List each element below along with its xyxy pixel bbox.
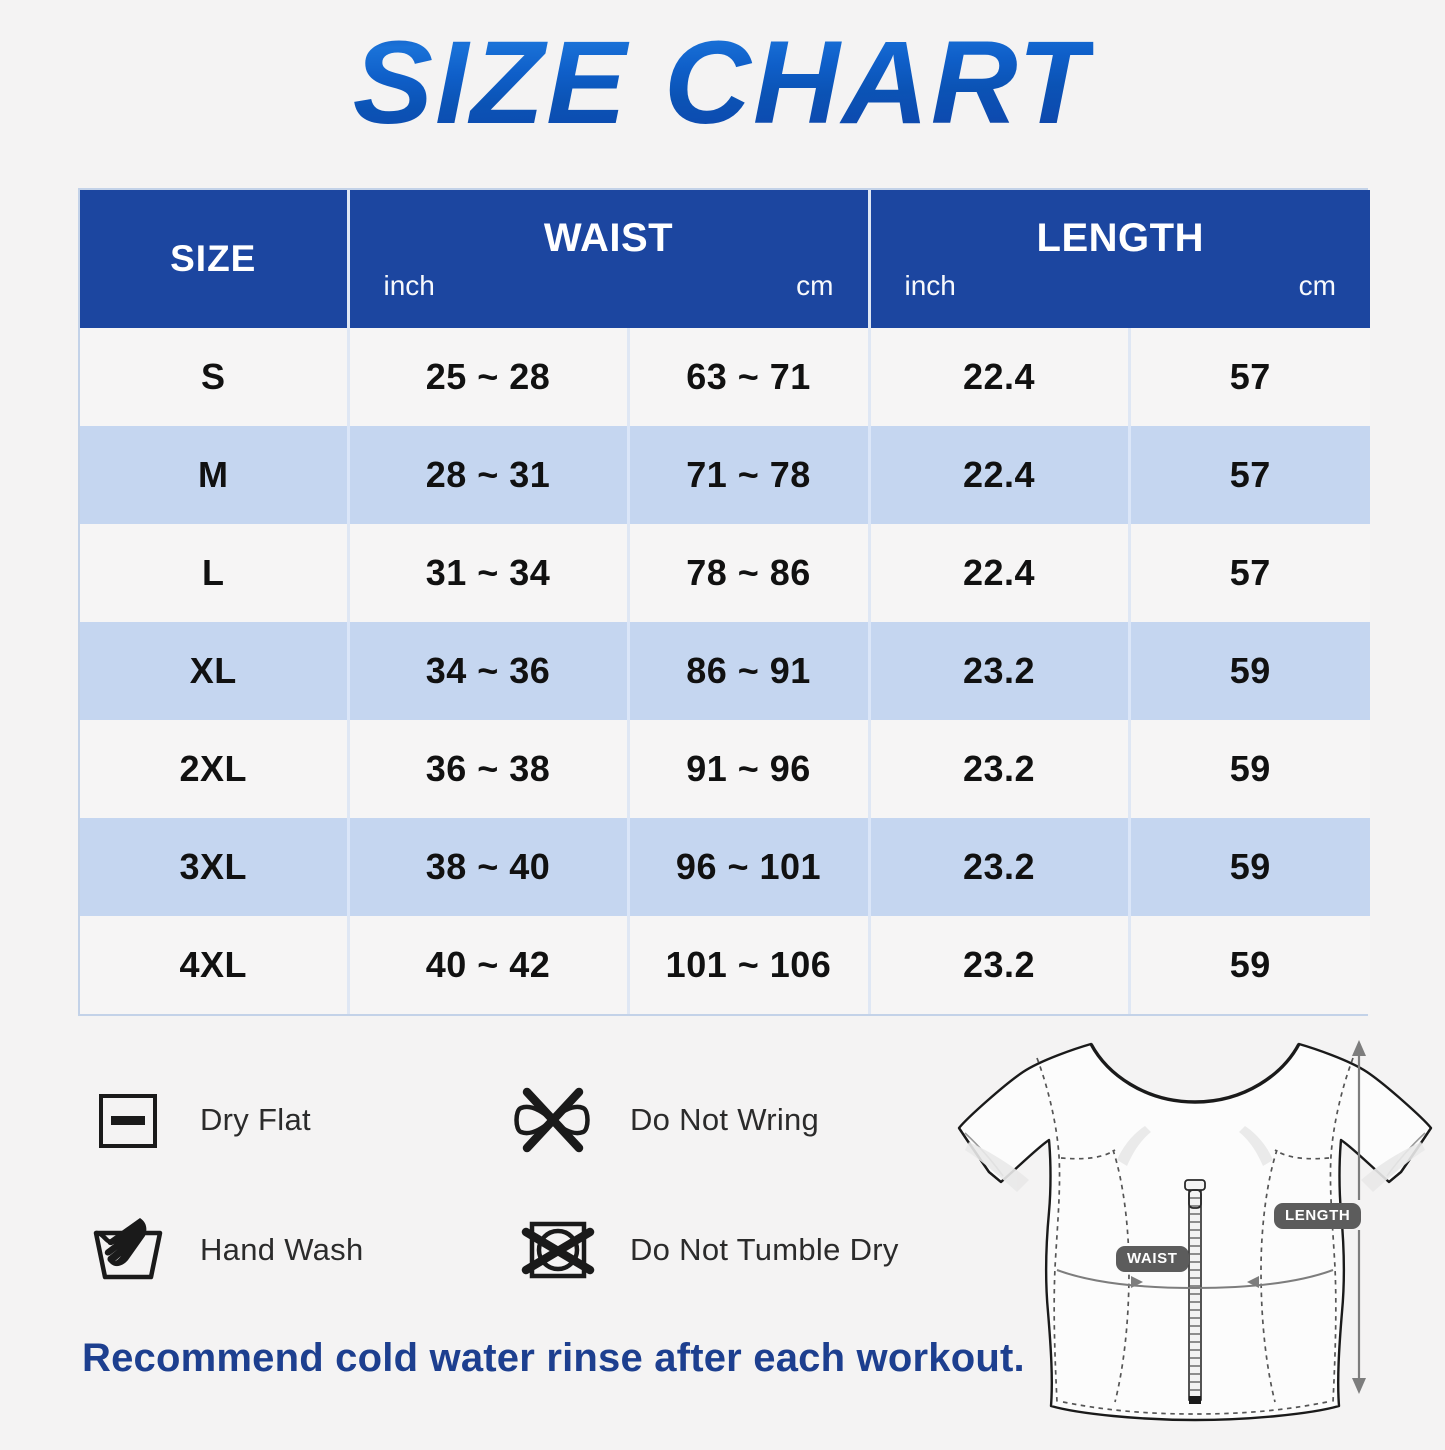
table-cell-waist_cm: 96 ~ 101	[628, 818, 871, 916]
table-cell-waist_cm: 101 ~ 106	[628, 916, 871, 1014]
table-cell-length_in: 22.4	[869, 524, 1131, 622]
table-row: L 31 ~ 34 78 ~ 86 22.4 57	[80, 524, 1370, 622]
header-sublabel-waist-cm: cm	[796, 270, 834, 301]
table-cell-length_cm: 57	[1129, 426, 1370, 524]
table-cell-length_in: 22.4	[869, 426, 1131, 524]
hand-wash-icon	[80, 1207, 176, 1293]
header-sublabel-waist-inch: inch	[383, 270, 435, 301]
table-body: S 25 ~ 28 63 ~ 71 22.4 57 M 28 ~ 31 71 ~ 78 22.4…	[80, 328, 1370, 1014]
table-cell-waist_in: 36 ~ 38	[348, 720, 630, 818]
table-cell-length_cm: 57	[1129, 328, 1370, 426]
table-cell-waist_cm: 63 ~ 71	[628, 328, 871, 426]
care-item-hand-wash: Hand Wash	[80, 1207, 510, 1293]
table-cell-waist_in: 25 ~ 28	[348, 328, 630, 426]
table-cell-waist_in: 38 ~ 40	[348, 818, 630, 916]
header-sublabel-length-inch: inch	[904, 270, 956, 301]
waist-measure-arrows	[1056, 1269, 1334, 1290]
table-cell-length_cm: 59	[1129, 818, 1370, 916]
header-cell-waist: WAIST inch cm	[346, 190, 869, 328]
dry-flat-icon	[80, 1077, 176, 1163]
header-sublabel-length-cm: cm	[1298, 270, 1336, 301]
table-row: S 25 ~ 28 63 ~ 71 22.4 57	[80, 328, 1370, 426]
table-cell-waist_in: 34 ~ 36	[348, 622, 630, 720]
care-label-dry-flat: Dry Flat	[200, 1102, 311, 1137]
table-row: 3XL 38 ~ 40 96 ~ 101 23.2 59	[80, 818, 1370, 916]
title-bar: SIZE CHART	[0, 0, 1445, 160]
care-item-dry-flat: Dry Flat	[80, 1077, 510, 1163]
table-row: 4XL 40 ~ 42 101 ~ 106 23.2 59	[80, 916, 1370, 1014]
care-row-2: Hand Wash Do Not Tumble Dry	[80, 1185, 960, 1315]
table-cell-waist_in: 31 ~ 34	[348, 524, 630, 622]
zipper-icon	[1184, 1179, 1206, 1404]
header-label-waist: WAIST	[543, 216, 674, 260]
table-cell-length_in: 23.2	[869, 818, 1131, 916]
table-cell-waist_cm: 86 ~ 91	[628, 622, 871, 720]
care-row-1: Dry Flat Do Not Wring	[80, 1055, 960, 1185]
header-cell-length: LENGTH inch cm	[867, 190, 1370, 328]
do-not-wring-icon	[510, 1077, 606, 1163]
table-cell-waist_in: 40 ~ 42	[348, 916, 630, 1014]
garment-diagram: WAIST LENGTH	[945, 1030, 1445, 1445]
size-chart-table-container: SIZE WAIST inch cm LENGTH	[78, 188, 1370, 1016]
header-label-length: LENGTH	[1036, 216, 1204, 260]
table-cell-size: XL	[80, 622, 350, 720]
care-label-do-not-wring: Do Not Wring	[630, 1102, 820, 1137]
table-cell-length_cm: 57	[1129, 524, 1370, 622]
table-cell-length_in: 23.2	[869, 916, 1131, 1014]
header-cell-size: SIZE	[80, 190, 348, 328]
garment-illustration	[957, 1040, 1433, 1422]
care-label-hand-wash: Hand Wash	[200, 1232, 364, 1267]
table-cell-waist_cm: 91 ~ 96	[628, 720, 871, 818]
care-item-do-not-wring: Do Not Wring	[510, 1077, 940, 1163]
table-cell-size: 4XL	[80, 916, 350, 1014]
care-instructions: Dry Flat Do Not Wring Hand Was	[80, 1055, 960, 1315]
table-row: M 28 ~ 31 71 ~ 78 22.4 57	[80, 426, 1370, 524]
care-note: Recommend cold water rinse after each wo…	[82, 1336, 1025, 1380]
length-measure-badge: LENGTH	[1274, 1203, 1362, 1229]
waist-measure-badge: WAIST	[1116, 1246, 1189, 1272]
table-cell-length_in: 22.4	[869, 328, 1131, 426]
table-cell-length_cm: 59	[1129, 916, 1370, 1014]
table-cell-length_in: 23.2	[869, 720, 1131, 818]
table-cell-length_cm: 59	[1129, 720, 1370, 818]
page-title: SIZE CHART	[352, 17, 1093, 149]
table-row: 2XL 36 ~ 38 91 ~ 96 23.2 59	[80, 720, 1370, 818]
table-cell-waist_cm: 78 ~ 86	[628, 524, 871, 622]
table-header: SIZE WAIST inch cm LENGTH	[80, 190, 1370, 328]
table-cell-waist_in: 28 ~ 31	[348, 426, 630, 524]
table-cell-size: S	[80, 328, 350, 426]
table-cell-size: 3XL	[80, 818, 350, 916]
table-cell-size: M	[80, 426, 350, 524]
care-label-do-not-tumble-dry: Do Not Tumble Dry	[630, 1232, 899, 1267]
care-item-do-not-tumble-dry: Do Not Tumble Dry	[510, 1207, 940, 1293]
table-row: XL 34 ~ 36 86 ~ 91 23.2 59	[80, 622, 1370, 720]
table-cell-size: 2XL	[80, 720, 350, 818]
table-cell-length_in: 23.2	[869, 622, 1131, 720]
size-chart-table: SIZE WAIST inch cm LENGTH	[80, 190, 1370, 1014]
table-cell-waist_cm: 71 ~ 78	[628, 426, 871, 524]
length-measure-arrow	[1352, 1040, 1366, 1394]
do-not-tumble-dry-icon	[510, 1207, 606, 1293]
table-cell-size: L	[80, 524, 350, 622]
table-cell-length_cm: 59	[1129, 622, 1370, 720]
header-label-size: SIZE	[170, 238, 257, 279]
